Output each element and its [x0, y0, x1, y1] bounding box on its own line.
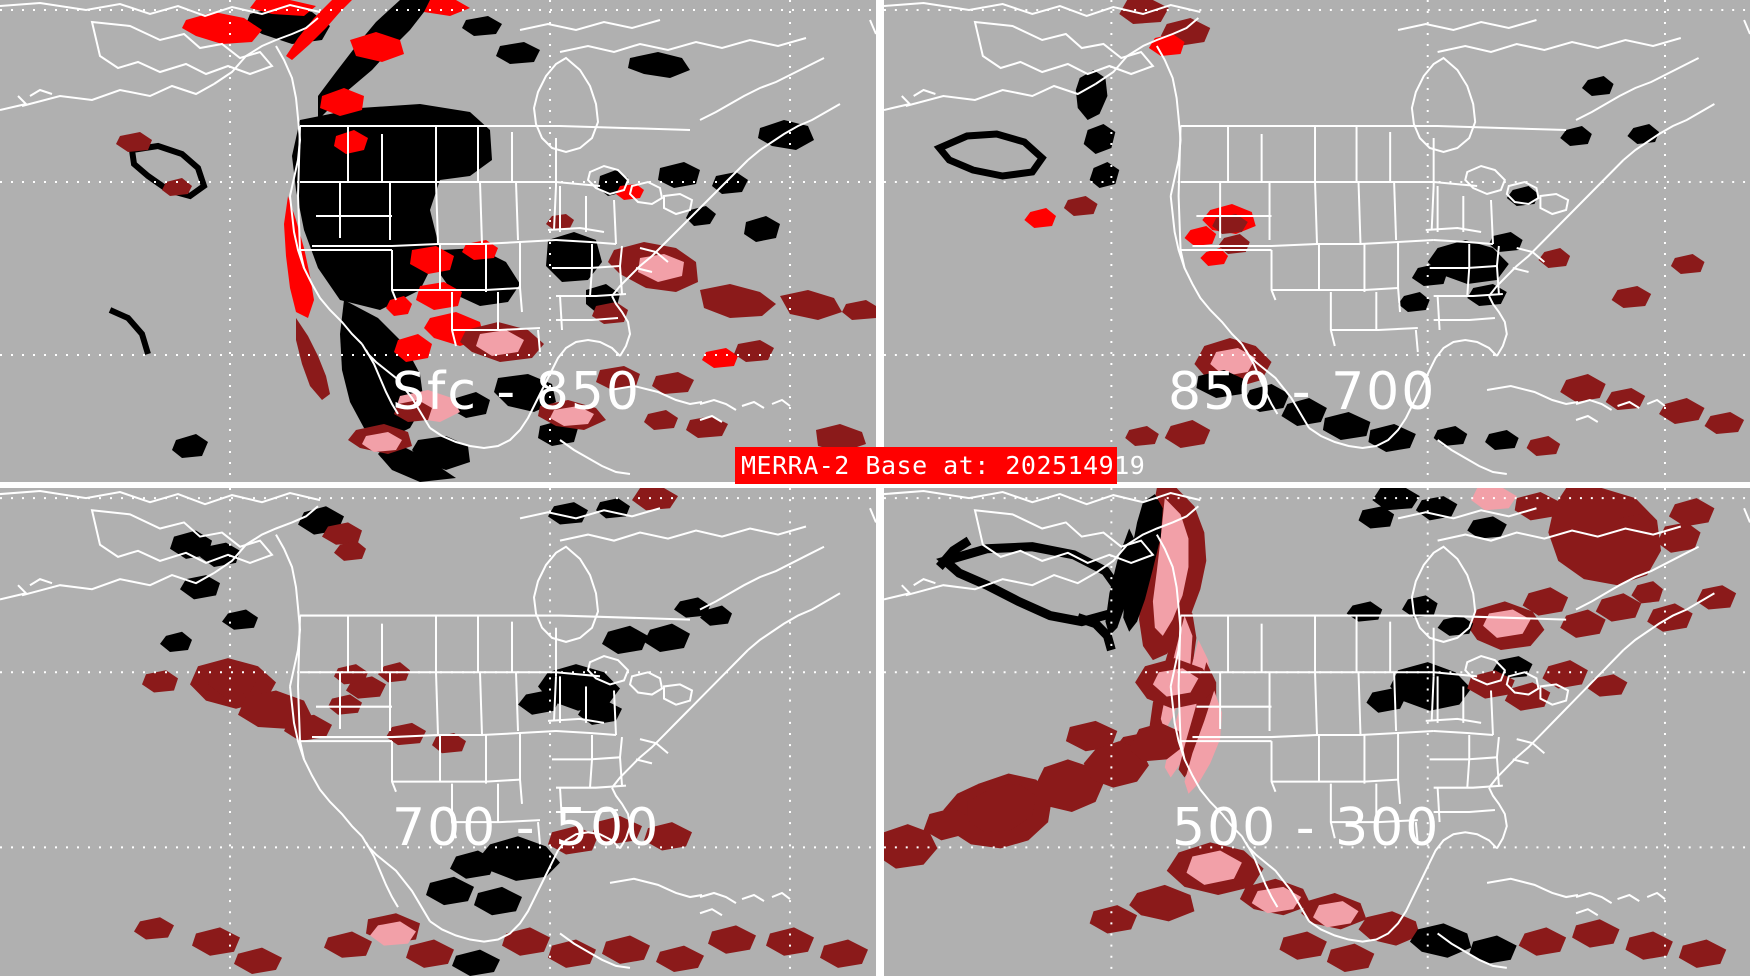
- base-time-banner: MERRA-2 Base at: 202514919: [735, 447, 1145, 484]
- panel-850-700[interactable]: [884, 0, 1750, 482]
- panel-divider-horizontal: [0, 482, 1750, 488]
- panel-500-300[interactable]: [884, 488, 1750, 976]
- data-layer-sfc-850: [108, 0, 876, 482]
- panel-sfc-850[interactable]: [0, 0, 876, 482]
- panel-700-500[interactable]: [0, 488, 876, 976]
- data-layer-850-700: [933, 0, 1745, 456]
- data-layer-500-300: [884, 488, 1737, 972]
- data-layer-700-500: [134, 488, 868, 976]
- panel-divider-vertical: [876, 0, 884, 976]
